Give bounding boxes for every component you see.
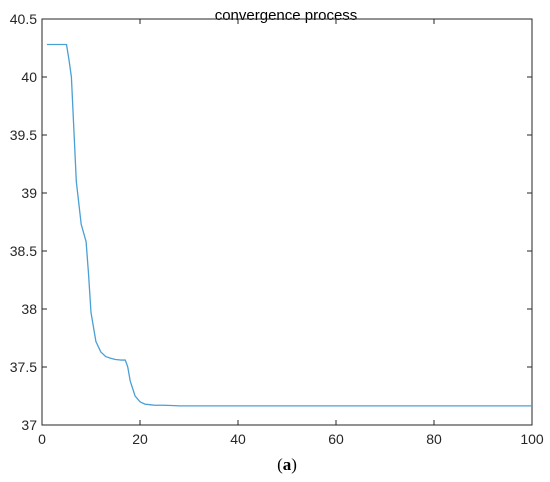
y-tick-label: 39 — [21, 185, 37, 201]
y-tick-label: 37 — [21, 417, 37, 433]
x-tick-label: 20 — [132, 431, 148, 447]
x-tick-label: 100 — [520, 431, 544, 447]
y-tick-label: 39.5 — [10, 127, 37, 143]
x-tick-label: 80 — [426, 431, 442, 447]
plot-area: 0 20 40 60 80 100 37 37.5 38 38.5 39 39.5 40 40.5 — [10, 11, 544, 447]
y-tick-label: 38 — [21, 301, 37, 317]
chart-title: convergence process — [215, 7, 358, 24]
figure-caption: (a) — [277, 455, 297, 474]
y-tick-label: 38.5 — [10, 243, 37, 259]
x-tick-label: 60 — [328, 431, 344, 447]
x-tick-label: 0 — [38, 431, 46, 447]
y-tick-label: 40.5 — [10, 11, 37, 27]
y-tick-label: 37.5 — [10, 359, 37, 375]
y-tick-label: 40 — [21, 69, 37, 85]
series-line — [46, 43, 532, 407]
axes-box — [41, 18, 533, 426]
x-tick-label: 40 — [230, 431, 246, 447]
